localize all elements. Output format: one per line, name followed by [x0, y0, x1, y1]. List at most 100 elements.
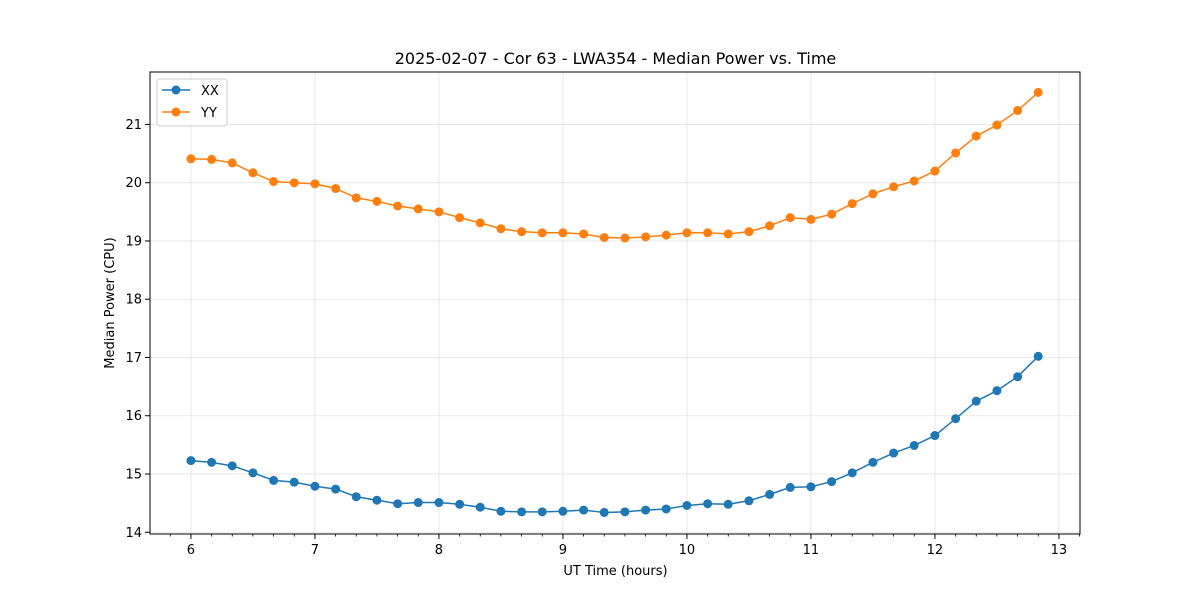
data-point-yy — [434, 207, 444, 217]
grid-layer — [150, 72, 1080, 534]
data-point-yy — [765, 221, 775, 231]
data-point-xx — [930, 431, 940, 441]
data-point-yy — [930, 166, 940, 176]
data-point-yy — [558, 228, 568, 238]
data-point-xx — [971, 396, 981, 406]
data-point-yy — [310, 179, 320, 189]
y-tick-label: 21 — [125, 118, 142, 133]
data-point-xx — [909, 440, 919, 450]
y-tick-label: 14 — [125, 526, 142, 541]
data-point-yy — [847, 199, 857, 209]
data-point-yy — [227, 158, 237, 168]
data-point-yy — [351, 193, 361, 203]
data-point-xx — [517, 507, 527, 517]
legend-yy-label: YY — [200, 106, 217, 121]
data-point-yy — [785, 213, 795, 223]
data-point-yy — [703, 228, 713, 238]
data-point-xx — [558, 506, 568, 516]
data-point-yy — [868, 189, 878, 199]
data-point-xx — [372, 495, 382, 505]
data-point-xx — [475, 502, 485, 512]
data-point-yy — [1033, 87, 1043, 97]
y-tick-label: 19 — [125, 234, 142, 249]
data-point-yy — [971, 131, 981, 141]
y-tick-label: 20 — [125, 176, 142, 191]
data-point-yy — [331, 184, 341, 194]
data-point-xx — [847, 468, 857, 478]
ticks-layer: 6 7 8 9 10 11 12 13 14 15 16 17 18 19 20 21 — [125, 118, 1080, 558]
data-point-yy — [1013, 105, 1023, 115]
data-point-xx — [1013, 372, 1023, 382]
data-point-xx — [641, 505, 651, 515]
data-point-xx — [620, 507, 630, 517]
data-point-xx — [785, 482, 795, 492]
legend: XX YY — [156, 78, 228, 127]
data-point-xx — [951, 414, 961, 424]
x-tick-label: 13 — [1051, 543, 1068, 558]
data-point-xx — [351, 492, 361, 502]
data-point-xx — [661, 504, 671, 514]
plot-frame — [149, 71, 1081, 535]
data-point-xx — [682, 500, 692, 510]
data-point-yy — [413, 204, 423, 214]
data-point-xx — [599, 507, 609, 517]
data-point-xx — [331, 484, 341, 494]
data-point-xx — [269, 475, 279, 485]
data-point-xx — [227, 461, 237, 471]
x-tick-label: 7 — [311, 543, 319, 558]
data-point-yy — [806, 214, 816, 224]
x-tick-label: 12 — [927, 543, 944, 558]
data-point-yy — [455, 213, 465, 223]
data-point-yy — [289, 178, 299, 188]
data-point-yy — [641, 232, 651, 242]
data-point-xx — [455, 499, 465, 509]
x-tick-label: 10 — [679, 543, 696, 558]
data-point-xx — [413, 498, 423, 508]
data-point-yy — [207, 154, 217, 164]
data-point-xx — [889, 448, 899, 458]
data-point-yy — [537, 228, 547, 238]
data-point-yy — [599, 232, 609, 242]
data-point-yy — [186, 154, 196, 164]
data-point-yy — [909, 176, 919, 186]
data-point-yy — [744, 227, 754, 237]
data-point-xx — [1033, 351, 1043, 361]
series-layer — [186, 87, 1043, 517]
legend-yy-marker — [171, 107, 181, 117]
data-point-xx — [868, 457, 878, 467]
data-point-xx — [393, 499, 403, 509]
y-tick-label: 15 — [125, 467, 142, 482]
x-axis-label: UT Time (hours) — [563, 564, 667, 579]
data-point-yy — [393, 201, 403, 211]
legend-xx-marker — [171, 85, 181, 95]
data-point-yy — [269, 177, 279, 187]
data-point-xx — [310, 481, 320, 491]
y-tick-label: 16 — [125, 409, 142, 424]
data-point-xx — [723, 499, 733, 509]
y-tick-label: 18 — [125, 293, 142, 308]
x-tick-label: 8 — [435, 543, 443, 558]
data-point-yy — [372, 196, 382, 206]
data-point-xx — [248, 468, 258, 478]
data-point-xx — [992, 386, 1002, 396]
data-point-yy — [496, 224, 506, 234]
data-point-yy — [992, 120, 1002, 130]
data-point-yy — [827, 209, 837, 219]
data-point-yy — [248, 168, 258, 178]
data-point-xx — [827, 477, 837, 487]
series-line-yy — [190, 91, 1039, 239]
data-point-yy — [889, 182, 899, 192]
data-point-yy — [517, 227, 527, 237]
x-tick-label: 6 — [187, 543, 195, 558]
x-tick-label: 9 — [559, 543, 567, 558]
data-point-yy — [620, 233, 630, 243]
data-point-xx — [289, 477, 299, 487]
data-point-xx — [806, 482, 816, 492]
data-point-xx — [537, 507, 547, 517]
data-point-xx — [434, 498, 444, 508]
chart-title: 2025-02-07 - Cor 63 - LWA354 - Median Po… — [395, 49, 837, 68]
data-point-yy — [661, 230, 671, 240]
legend-xx-label: XX — [201, 84, 219, 99]
y-axis-label: Median Power (CPU) — [103, 237, 118, 368]
